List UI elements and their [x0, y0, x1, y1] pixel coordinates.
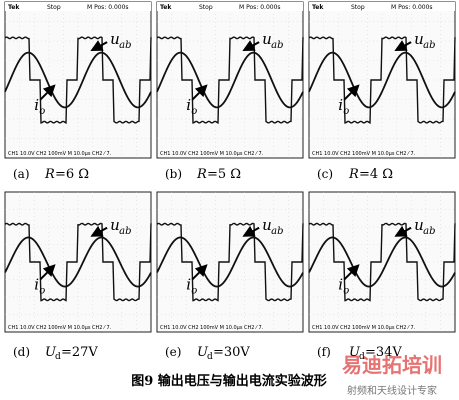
arrow: [90, 40, 108, 52]
voltage-label: u: [414, 30, 424, 48]
arrow: [39, 264, 56, 281]
current-label: i: [186, 96, 191, 114]
arrow: [394, 40, 412, 52]
caption-variable: U: [45, 345, 57, 360]
caption-letter: (e): [165, 345, 181, 359]
scope-status: Stop: [199, 4, 213, 11]
arrow: [394, 225, 412, 237]
arrow: [39, 84, 56, 101]
caption-value: =5 Ω: [207, 167, 241, 182]
voltage-label: u: [262, 216, 272, 234]
caption-subscript: d: [55, 352, 61, 362]
voltage-label: u: [262, 30, 272, 48]
arrow: [242, 40, 260, 52]
caption-variable: R: [44, 167, 55, 182]
current-subscript: o: [343, 286, 349, 297]
scope-brand: Tek: [312, 4, 324, 11]
current-waveform: [4, 236, 152, 288]
voltage-subscript: ab: [271, 40, 283, 51]
caption-subscript: d: [207, 352, 213, 362]
caption-value: =34V: [365, 345, 402, 360]
caption-letter: (f): [317, 345, 331, 359]
current-waveform: [156, 51, 304, 109]
voltage-label: u: [414, 216, 424, 234]
scope-position: M Pos: 0.000s: [87, 4, 129, 11]
voltage-label: u: [110, 216, 120, 234]
caption-variable: U: [197, 345, 209, 360]
scope-position: M Pos: 0.000s: [239, 4, 281, 11]
caption-value: =4 Ω: [359, 167, 393, 182]
caption-variable: R: [196, 167, 207, 182]
watermark-logo: 易迪拓培训: [342, 353, 442, 377]
caption-variable: R: [348, 167, 359, 182]
caption-value: =30V: [213, 345, 250, 360]
voltage-subscript: ab: [271, 226, 283, 237]
caption-letter: (b): [165, 167, 182, 181]
figure-caption: 图9 输出电压与输出电流实验波形: [131, 373, 327, 389]
current-label: i: [186, 276, 191, 294]
caption-value: =6 Ω: [55, 167, 89, 182]
scope-footer: CH1 10.0V CH2 100mV M 10.0μs CH2 ⁄ 7.: [8, 151, 112, 157]
current-waveform: [308, 236, 456, 288]
scope-status: Stop: [351, 4, 365, 11]
scope-status: Stop: [47, 4, 61, 11]
voltage-subscript: ab: [423, 226, 435, 237]
arrow: [343, 264, 360, 281]
scope-footer: CH1 10.0V CH2 100mV M 10.0μs CH2 ⁄ 7.: [312, 325, 416, 331]
arrow: [191, 84, 208, 101]
scope-header-bar: [157, 2, 303, 11]
current-label: i: [338, 96, 343, 114]
current-waveform: [308, 51, 456, 109]
current-subscript: o: [191, 286, 197, 297]
current-label: i: [34, 276, 39, 294]
current-subscript: o: [191, 106, 197, 117]
caption-variable: U: [349, 345, 361, 360]
scope-footer: CH1 10.0V CH2 100mV M 10.0μs CH2 ⁄ 7.: [8, 325, 112, 331]
current-waveform: [4, 51, 152, 109]
arrow: [191, 264, 208, 281]
current-subscript: o: [39, 286, 45, 297]
scope-footer: CH1 10.0V CH2 100mV M 10.0μs CH2 ⁄ 7.: [312, 151, 416, 157]
arrow: [343, 84, 360, 101]
current-waveform: [156, 236, 304, 288]
caption-subscript: d: [359, 352, 365, 362]
arrow: [242, 225, 260, 237]
caption-letter: (c): [317, 167, 333, 181]
current-subscript: o: [343, 106, 349, 117]
scope-header-bar: [5, 2, 151, 11]
arrow: [90, 225, 108, 237]
current-subscript: o: [39, 106, 45, 117]
scope-brand: Tek: [8, 4, 20, 11]
caption-letter: (a): [13, 167, 30, 181]
caption-letter: (d): [13, 345, 30, 359]
voltage-subscript: ab: [119, 226, 131, 237]
scope-header-bar: [309, 2, 455, 11]
voltage-label: u: [110, 30, 120, 48]
caption-value: =27V: [61, 345, 98, 360]
watermark-tagline: 射频和天线设计专家: [347, 384, 437, 397]
voltage-subscript: ab: [423, 40, 435, 51]
current-label: i: [34, 96, 39, 114]
current-label: i: [338, 276, 343, 294]
voltage-subscript: ab: [119, 40, 131, 51]
scope-footer: CH1 10.0V CH2 100mV M 10.0μs CH2 ⁄ 7.: [160, 151, 264, 157]
scope-position: M Pos: 0.000s: [391, 4, 433, 11]
scope-footer: CH1 10.0V CH2 100mV M 10.0μs CH2 ⁄ 7.: [160, 325, 264, 331]
scope-brand: Tek: [160, 4, 172, 11]
